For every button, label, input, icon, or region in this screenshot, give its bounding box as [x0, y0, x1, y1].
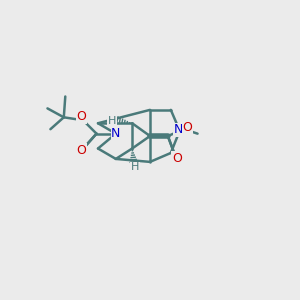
- Text: NH: NH: [173, 123, 192, 136]
- Text: O: O: [182, 121, 192, 134]
- Text: H: H: [108, 116, 116, 126]
- Text: N: N: [111, 127, 121, 140]
- Text: O: O: [172, 152, 182, 165]
- Text: O: O: [76, 143, 86, 157]
- Text: O: O: [77, 110, 87, 123]
- Text: H: H: [131, 162, 139, 172]
